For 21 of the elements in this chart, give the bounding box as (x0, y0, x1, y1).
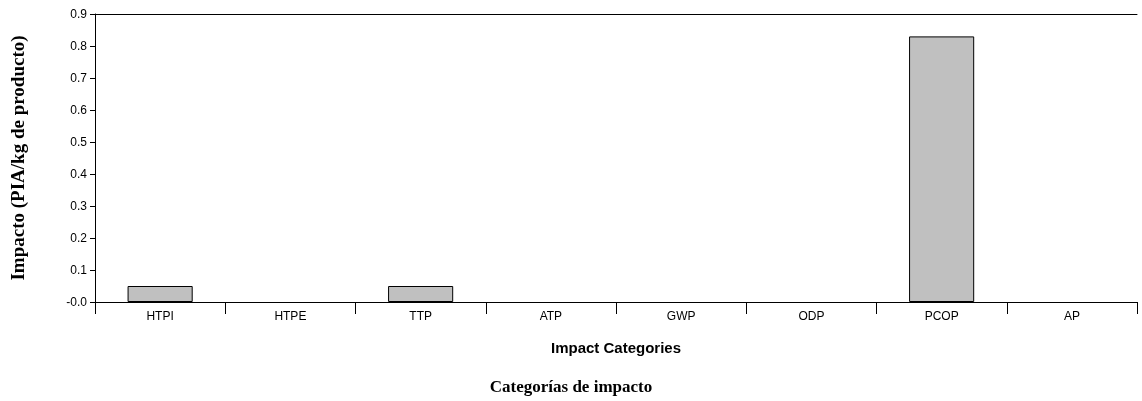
y-tick-label: -0.0 (66, 295, 88, 309)
y-tick-label: 0.4 (70, 167, 88, 181)
y-tick-label: 0.3 (70, 199, 88, 213)
y-tick-label: 0.8 (70, 39, 88, 53)
x-tick-label: GWP (666, 309, 696, 323)
y-axis-title: Impacto (PIA/kg de producto) (7, 35, 29, 281)
x-tick-label: ATP (539, 309, 563, 323)
text: Categorías de impacto (489, 377, 653, 396)
x-tick-label: ODP (798, 309, 825, 323)
y-tick-label: 0.9 (70, 7, 88, 21)
x-tick-label: HTPE (274, 309, 307, 323)
y-tick-label: 0.5 (70, 135, 88, 149)
x-tick-label: TTP (409, 309, 432, 323)
y-tick-label: 0.6 (70, 103, 88, 117)
y-tick-label: 0.7 (70, 71, 88, 85)
x-tick-label: AP (1063, 309, 1080, 323)
y-tick-label: 0.1 (70, 263, 88, 277)
x-tick-label: PCOP (924, 309, 959, 323)
x-axis-title: Impact Categories (550, 339, 682, 356)
x-tick-label: HTPI (146, 309, 174, 323)
y-tick-label: 0.2 (70, 231, 88, 245)
